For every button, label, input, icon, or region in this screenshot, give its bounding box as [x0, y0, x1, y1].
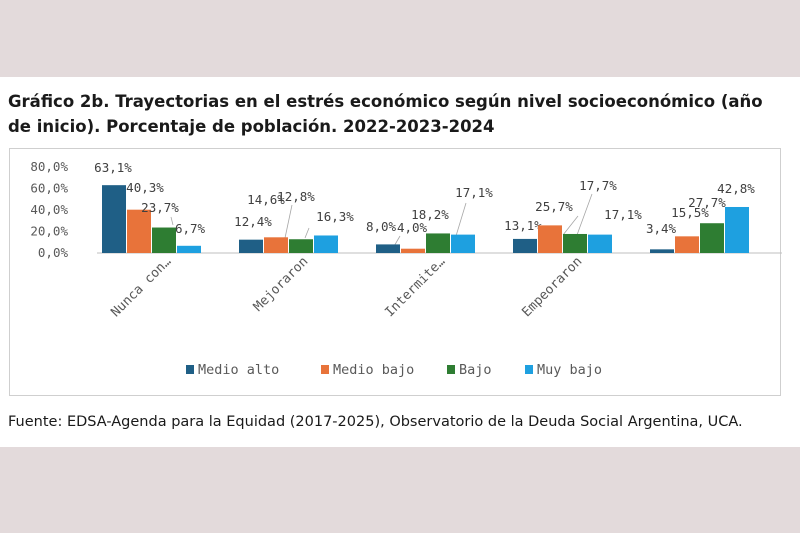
bar [563, 233, 587, 253]
bar [376, 244, 400, 253]
legend-label: Bajo [459, 362, 492, 378]
x-tick-label: Mejoraron [251, 254, 311, 314]
legend-swatch [321, 365, 329, 374]
data-label: 12,8% [277, 189, 315, 204]
data-label: 6,7% [175, 221, 206, 236]
y-tick-label: 20,0% [30, 224, 68, 239]
bar [725, 206, 749, 253]
chart-frame [9, 148, 781, 396]
bar [538, 225, 562, 253]
data-label-leader [304, 227, 310, 239]
data-label: 17,1% [455, 185, 493, 200]
data-label: 13,1% [504, 218, 542, 233]
data-label: 18,2% [411, 207, 449, 222]
legend-label: Medio bajo [333, 362, 414, 378]
source-note: Fuente: EDSA-Agenda para la Equidad (201… [8, 414, 743, 430]
data-label: 8,0% [366, 219, 397, 234]
bar [314, 235, 338, 253]
data-label: 40,3% [126, 180, 164, 195]
bar [102, 185, 126, 253]
y-tick-label: 40,0% [30, 202, 68, 217]
data-label-leader [284, 204, 293, 239]
data-label: 14,6% [247, 192, 285, 207]
bar [426, 233, 450, 253]
bar [177, 245, 201, 253]
data-label-leader [170, 216, 174, 226]
data-label: 15,5% [671, 205, 709, 220]
bar [588, 234, 612, 253]
data-label: 16,3% [316, 209, 354, 224]
y-tick-label: 60,0% [30, 181, 68, 196]
x-tick-label: Nunca con… [108, 254, 174, 320]
data-label: 17,1% [604, 207, 642, 222]
data-label: 27,7% [688, 195, 726, 210]
bar [700, 223, 724, 253]
bar [289, 239, 313, 253]
bar [513, 238, 537, 253]
data-label: 17,7% [579, 178, 617, 193]
legend-label: Muy bajo [537, 362, 602, 378]
y-tick-label: 0,0% [38, 245, 69, 260]
data-label-leader [455, 202, 467, 237]
legend-swatch [525, 365, 533, 374]
bar [152, 227, 176, 253]
data-label: 3,4% [646, 221, 677, 236]
legend-swatch [447, 365, 455, 374]
x-tick-label: Intermite… [382, 254, 448, 320]
legend-label: Medio alto [198, 362, 279, 378]
bar [127, 209, 151, 253]
legend-swatch [186, 365, 194, 374]
data-label: 4,0% [397, 220, 428, 235]
bar [451, 234, 475, 253]
data-label: 63,1% [94, 160, 132, 175]
bar [239, 239, 263, 253]
data-label: 25,7% [535, 199, 573, 214]
data-label: 42,8% [717, 181, 755, 196]
chart-title: Gráfico 2b. Trayectorias en el estrés ec… [8, 92, 763, 136]
bar [401, 248, 425, 253]
data-label: 23,7% [141, 200, 179, 215]
bar [675, 236, 699, 253]
data-label: 12,4% [234, 214, 272, 229]
data-label-leader [562, 215, 579, 236]
bar [264, 237, 288, 253]
x-tick-label: Empeoraron [519, 254, 585, 320]
data-label-leader [576, 193, 593, 236]
bar [650, 249, 674, 253]
y-tick-label: 80,0% [30, 159, 68, 174]
